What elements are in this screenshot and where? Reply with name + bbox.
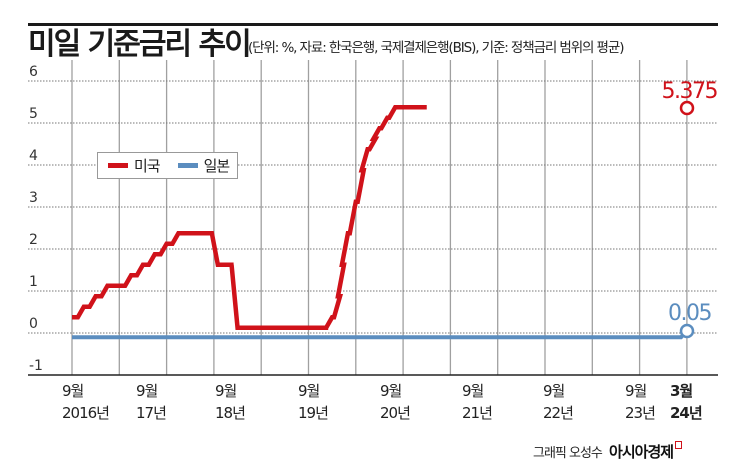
credit: 그래픽 오성수 아시아경제 xyxy=(533,441,683,462)
japan-swatch-icon xyxy=(177,163,198,168)
x-axis-labels: 9월 2016년 9월 17년 9월 18년 9월 19년 9월 20년 9월 21년 9월 22년 9월 2… xyxy=(62,382,703,422)
svg-text:9월: 9월 xyxy=(625,382,647,400)
svg-text:6: 6 xyxy=(29,64,38,80)
japan-series-line xyxy=(72,329,689,340)
svg-text:9월: 9월 xyxy=(298,382,320,400)
svg-text:9월: 9월 xyxy=(462,382,484,400)
horizontal-gridlines xyxy=(28,80,718,334)
brand-name: 아시아경제 xyxy=(609,443,674,461)
legend-label-us: 미국 xyxy=(134,157,161,175)
svg-text:9월: 9월 xyxy=(136,382,158,400)
svg-text:3: 3 xyxy=(29,190,38,206)
svg-text:9월: 9월 xyxy=(62,382,84,400)
y-axis-labels: 6 5 4 3 2 1 0 -1 xyxy=(29,64,43,374)
us-swatch-icon xyxy=(108,163,128,168)
chart-title: 미일 기준금리 추이 xyxy=(28,27,252,62)
svg-text:5: 5 xyxy=(29,106,38,122)
us-end-marker xyxy=(679,100,695,116)
svg-text:18년: 18년 xyxy=(215,404,245,422)
svg-text:23년: 23년 xyxy=(625,404,655,422)
vertical-gridlines xyxy=(71,60,688,375)
legend-label-japan: 일본 xyxy=(203,157,231,175)
credit-text: 그래픽 오성수 xyxy=(533,446,603,461)
svg-text:9월: 9월 xyxy=(380,382,402,400)
svg-text:4: 4 xyxy=(29,148,38,164)
svg-text:21년: 21년 xyxy=(462,404,492,422)
svg-text:24년: 24년 xyxy=(670,404,702,422)
svg-text:0: 0 xyxy=(29,316,38,332)
svg-text:22년: 22년 xyxy=(543,404,573,422)
japan-end-marker xyxy=(679,323,695,339)
svg-text:9월: 9월 xyxy=(543,382,565,400)
svg-text:-1: -1 xyxy=(29,358,43,374)
us-end-label: 5.375 xyxy=(662,79,718,104)
legend-item-japan: 일본 xyxy=(177,155,231,176)
svg-text:2: 2 xyxy=(29,232,38,248)
svg-text:1: 1 xyxy=(29,274,38,290)
legend-item-us: 미국 xyxy=(108,155,161,176)
title-rule xyxy=(28,23,718,26)
chart-subtitle: (단위: %, 자료: 한국은행, 국제결제은행(BIS), 기준: 정책금리 … xyxy=(248,40,624,56)
brand-mark-icon xyxy=(675,441,683,449)
japan-end-label: 0.05 xyxy=(668,301,711,326)
svg-text:17년: 17년 xyxy=(136,404,166,422)
us-series-line xyxy=(72,105,427,330)
svg-text:2016년: 2016년 xyxy=(62,404,109,422)
legend: 미국 일본 xyxy=(97,152,238,179)
svg-text:3월: 3월 xyxy=(670,382,692,400)
svg-text:19년: 19년 xyxy=(298,404,328,422)
svg-text:9월: 9월 xyxy=(215,382,237,400)
svg-text:20년: 20년 xyxy=(380,404,410,422)
